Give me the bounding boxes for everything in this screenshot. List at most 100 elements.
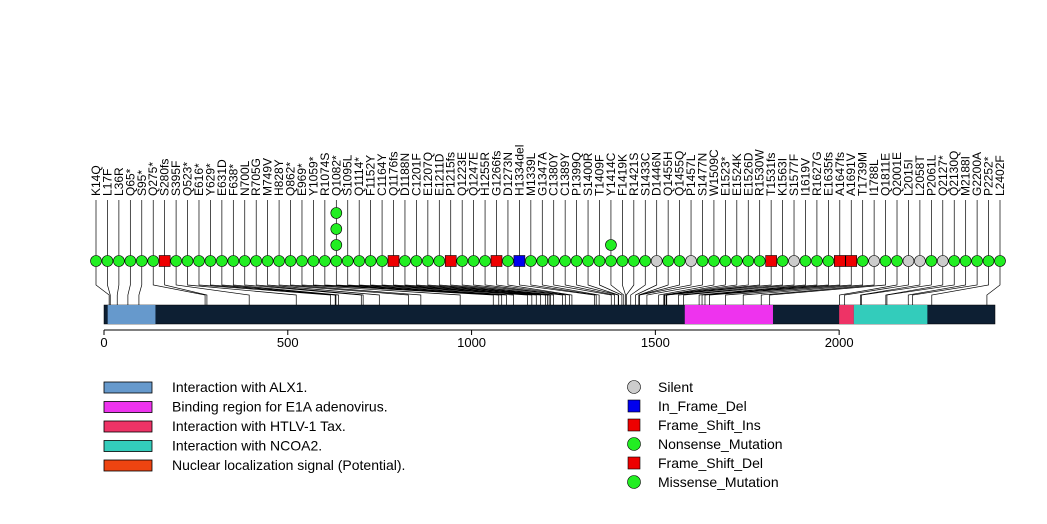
domain-swatch-1	[103, 401, 153, 413]
connector-60	[678, 266, 783, 305]
mutation-head-44-0	[593, 255, 606, 267]
domain-label-3: Interaction with NCOA2.	[172, 438, 322, 454]
mutation-head-74-0	[936, 255, 949, 267]
connector-68	[760, 266, 875, 305]
type-swatch-4	[627, 456, 641, 470]
domain-1	[684, 305, 773, 324]
connector-2	[116, 266, 120, 305]
mutation-label-1: L17F	[100, 169, 114, 196]
connector-67	[742, 266, 864, 305]
mutation-head-13-0	[238, 255, 251, 267]
mutation-type-legend: Silent In_Frame_Del Frame_Shift_Ins Nonsens…	[627, 379, 783, 490]
connector-5	[152, 266, 206, 305]
connector-40	[553, 266, 612, 305]
connector-29	[427, 266, 549, 305]
connector-18	[301, 266, 461, 305]
mutation-head-23-0	[353, 255, 365, 267]
mutation-label-69: Q1811E	[879, 153, 893, 196]
mutation-label-21: Q1082*	[329, 155, 343, 196]
connector-69	[769, 266, 886, 305]
connector-6	[164, 266, 208, 305]
connector-41	[564, 266, 615, 305]
connector-46	[622, 266, 626, 305]
connector-43	[587, 266, 619, 305]
domain-label-4: Nuclear localization signal (Potential).	[172, 457, 405, 473]
mutation-label-3: Q65*	[123, 168, 137, 196]
mutation-head-27-0	[399, 255, 411, 267]
mutation-head-31-0	[444, 255, 457, 267]
mutation-label-73: P2061L	[924, 154, 938, 196]
connector-9	[198, 266, 331, 305]
mutation-label-53: S1477N	[695, 153, 709, 196]
mutation-head-28-0	[410, 255, 423, 267]
mutation-head-11-0	[216, 255, 228, 267]
mutation-head-26-0	[387, 255, 400, 267]
connector-11	[221, 266, 337, 305]
mutation-head-29-0	[422, 255, 434, 267]
mutation-label-33: Q1247E	[467, 152, 481, 196]
mutation-label-30: E1211D	[432, 153, 446, 196]
connector-12	[232, 266, 339, 305]
mutation-label-35: G1266fs	[490, 151, 504, 196]
lollipop-heads	[90, 207, 1006, 267]
mutation-head-21-3	[330, 207, 343, 219]
mutation-label-31: P1215fs	[444, 152, 458, 196]
connector-74	[885, 266, 944, 305]
mutation-head-6-0	[158, 255, 171, 267]
connector-20	[324, 266, 500, 305]
mutation-label-22: S1095L	[341, 154, 355, 196]
mutation-label-42: P1399Q	[570, 152, 584, 196]
connector-65	[709, 266, 841, 305]
protein-track	[103, 304, 996, 325]
connector-70	[839, 266, 898, 305]
mutation-head-21-0	[330, 255, 343, 267]
mutation-head-16-0	[273, 255, 285, 267]
connector-56	[663, 266, 738, 305]
connector-32	[461, 266, 554, 305]
mutation-head-57-0	[742, 255, 755, 267]
mutation-label-16: H828Y	[272, 159, 286, 196]
mutation-label-20: R1074S	[318, 153, 332, 196]
connector-36	[507, 266, 573, 305]
connector-71	[844, 266, 909, 305]
connector-lines	[95, 266, 1001, 305]
mutation-head-77-0	[971, 255, 983, 267]
mutation-head-70-0	[891, 255, 903, 267]
mutation-label-49: D1446N	[650, 152, 664, 196]
mutation-head-19-0	[307, 255, 320, 267]
mutation-head-47-0	[628, 255, 640, 267]
domain-swatch-3	[103, 440, 153, 452]
mutation-head-72-0	[914, 255, 926, 267]
mutation-head-69-0	[879, 255, 892, 267]
mutation-label-62: I1619V	[798, 158, 812, 196]
connector-0	[95, 266, 110, 305]
mutation-head-60-0	[776, 255, 789, 267]
mutation-head-21-1	[330, 239, 343, 251]
mutation-label-15: M749V	[261, 158, 275, 196]
mutation-label-17: Q862*	[284, 162, 298, 196]
mutation-head-35-0	[490, 255, 503, 267]
mutation-label-8: Q523*	[181, 162, 195, 196]
type-swatch-5	[627, 475, 641, 489]
type-label-3: Nonsense_Mutation	[658, 436, 783, 452]
mutation-label-52: P1457L	[684, 154, 698, 196]
mutation-head-66-0	[845, 255, 858, 267]
mutation-head-33-0	[467, 255, 480, 267]
connector-52	[639, 266, 692, 305]
domain-2	[839, 305, 854, 324]
domain-swatch-4	[103, 459, 153, 472]
mutation-label-18: E969*	[295, 163, 309, 196]
type-swatch-2	[627, 418, 641, 432]
x-tick-label-4: 2000	[825, 335, 854, 350]
mutation-head-34-0	[479, 255, 491, 267]
connector-78	[931, 266, 989, 305]
mutation-head-38-0	[525, 255, 537, 267]
mutation-label-43: S1400R	[581, 152, 595, 196]
connector-62	[698, 266, 806, 305]
mutation-label-44: T1409F	[592, 155, 606, 196]
mutation-label-28: C1201F	[409, 153, 423, 196]
mutation-head-49-0	[650, 255, 663, 267]
connector-38	[530, 266, 597, 305]
mutation-head-75-0	[948, 255, 961, 267]
